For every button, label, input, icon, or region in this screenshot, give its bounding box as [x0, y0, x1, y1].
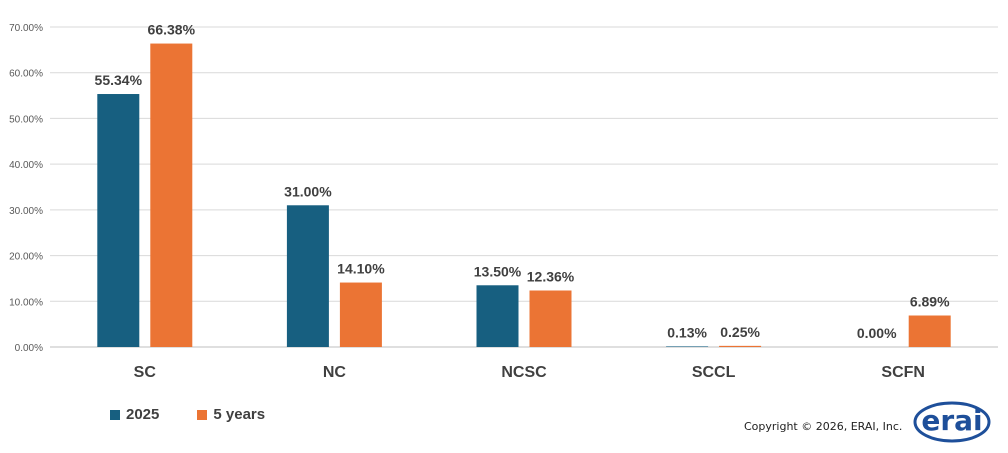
y-tick-label: 40.00% — [9, 160, 43, 171]
bars — [97, 43, 951, 347]
y-tick-label: 10.00% — [9, 297, 43, 308]
y-tick-label: 30.00% — [9, 206, 43, 217]
bar — [666, 346, 709, 347]
bar — [150, 43, 193, 347]
erai-logo: erai — [913, 401, 991, 443]
legend-label: 5 years — [213, 406, 266, 423]
y-tick-label: 50.00% — [9, 114, 43, 125]
copyright-text: Copyright © 2026, ERAI, Inc. — [744, 420, 903, 433]
legend-item-2025: 2025 — [110, 406, 159, 423]
bar — [97, 94, 140, 347]
bar — [908, 315, 951, 347]
data-label: 12.36% — [527, 268, 575, 284]
y-tick-label: 0.00% — [15, 343, 43, 354]
y-tick-label: 70.00% — [9, 23, 43, 34]
data-label: 13.50% — [474, 263, 522, 279]
bar — [286, 205, 329, 347]
y-tick-label: 60.00% — [9, 69, 43, 80]
x-tick-label: NCSC — [501, 364, 547, 381]
data-label: 0.00% — [857, 325, 897, 341]
data-label: 31.00% — [284, 183, 332, 199]
data-label: 6.89% — [910, 294, 950, 310]
bar — [476, 285, 519, 347]
x-tick-label: SC — [134, 364, 157, 381]
bar — [339, 282, 382, 347]
legend-swatch-5-years — [197, 409, 208, 420]
data-label: 0.13% — [667, 324, 707, 340]
data-label: 0.25% — [720, 324, 760, 340]
data-label: 66.38% — [148, 22, 196, 38]
gridlines — [50, 26, 998, 348]
bar — [529, 290, 572, 347]
x-tick-label: NC — [323, 364, 347, 381]
legend: 2025 5 years — [110, 406, 265, 423]
y-axis-tick-labels: 0.00% 10.00% 20.00% 30.00% 40.00% 50.00% 60.00… — [9, 23, 43, 354]
legend-label: 2025 — [126, 406, 160, 423]
legend-swatch-2025 — [110, 409, 120, 420]
y-tick-label: 20.00% — [9, 252, 43, 263]
x-tick-label: SCCL — [692, 364, 736, 381]
x-axis-tick-labels: SC NC NCSC SCCL SCFN — [134, 364, 925, 381]
logo-text: erai — [921, 404, 982, 437]
x-tick-label: SCFN — [881, 364, 925, 381]
data-label: 14.10% — [337, 261, 385, 277]
legend-item-5-years: 5 years — [197, 406, 265, 423]
data-labels: 55.34% 66.38% 31.00% 14.10% 13.50% 12.36% 0.13… — [95, 22, 951, 341]
bar — [719, 345, 762, 347]
data-label: 55.34% — [95, 72, 143, 88]
